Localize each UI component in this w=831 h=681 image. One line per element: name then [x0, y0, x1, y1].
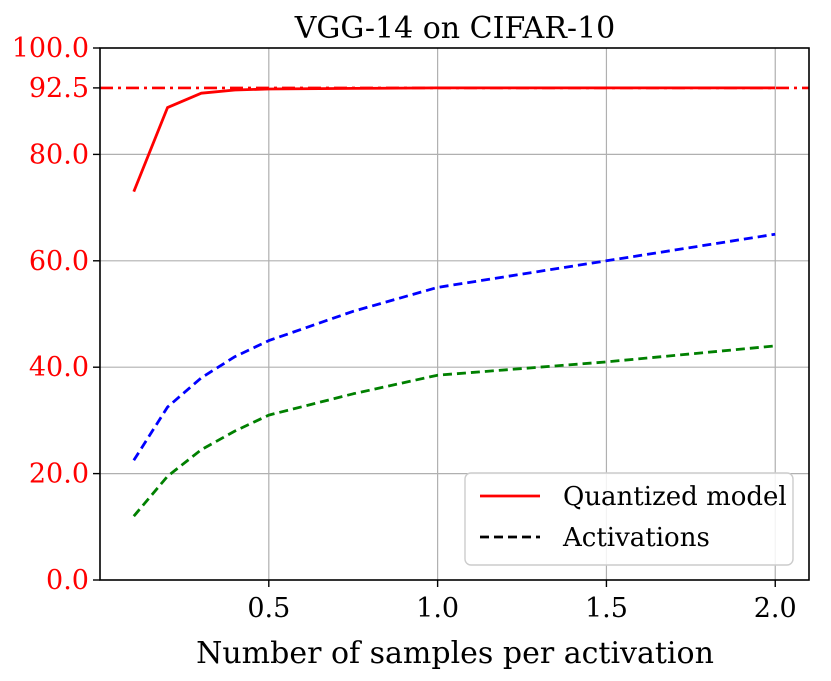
series-line-quantized-model [132, 86, 776, 193]
series-line-activations-blue [132, 232, 776, 462]
x-tick-label: 1.0 [416, 593, 459, 624]
series-line-activations-green [132, 344, 776, 518]
series-layer [100, 86, 809, 518]
x-tick-label: 2.0 [754, 593, 797, 624]
plot-area [99, 47, 810, 581]
y-tick-label: 100.0 [12, 33, 89, 64]
y-tick-label: 92.5 [29, 73, 89, 104]
legend-box [464, 472, 794, 566]
y-tick-label: 80.0 [29, 139, 89, 170]
y-tick-label: 20.0 [29, 459, 89, 490]
y-tick-label: 40.0 [29, 352, 89, 383]
legend: Quantized model Activations [464, 472, 794, 566]
y-tick-label: 0.0 [46, 565, 89, 596]
axis-ticks: 0.5 1.0 1.5 2.0 0.0 20.0 40.0 60.0 80.0 92.5 100.0 [12, 33, 797, 624]
legend-label-quantized-model: Quantized model [563, 482, 787, 512]
x-axis-label: Number of samples per activation [196, 636, 714, 671]
legend-label-activations: Activations [562, 523, 710, 553]
x-tick-label: 1.5 [585, 593, 628, 624]
chart-title: VGG-14 on CIFAR-10 [294, 11, 616, 46]
x-tick-label: 0.5 [247, 593, 290, 624]
y-tick-label: 60.0 [29, 246, 89, 277]
